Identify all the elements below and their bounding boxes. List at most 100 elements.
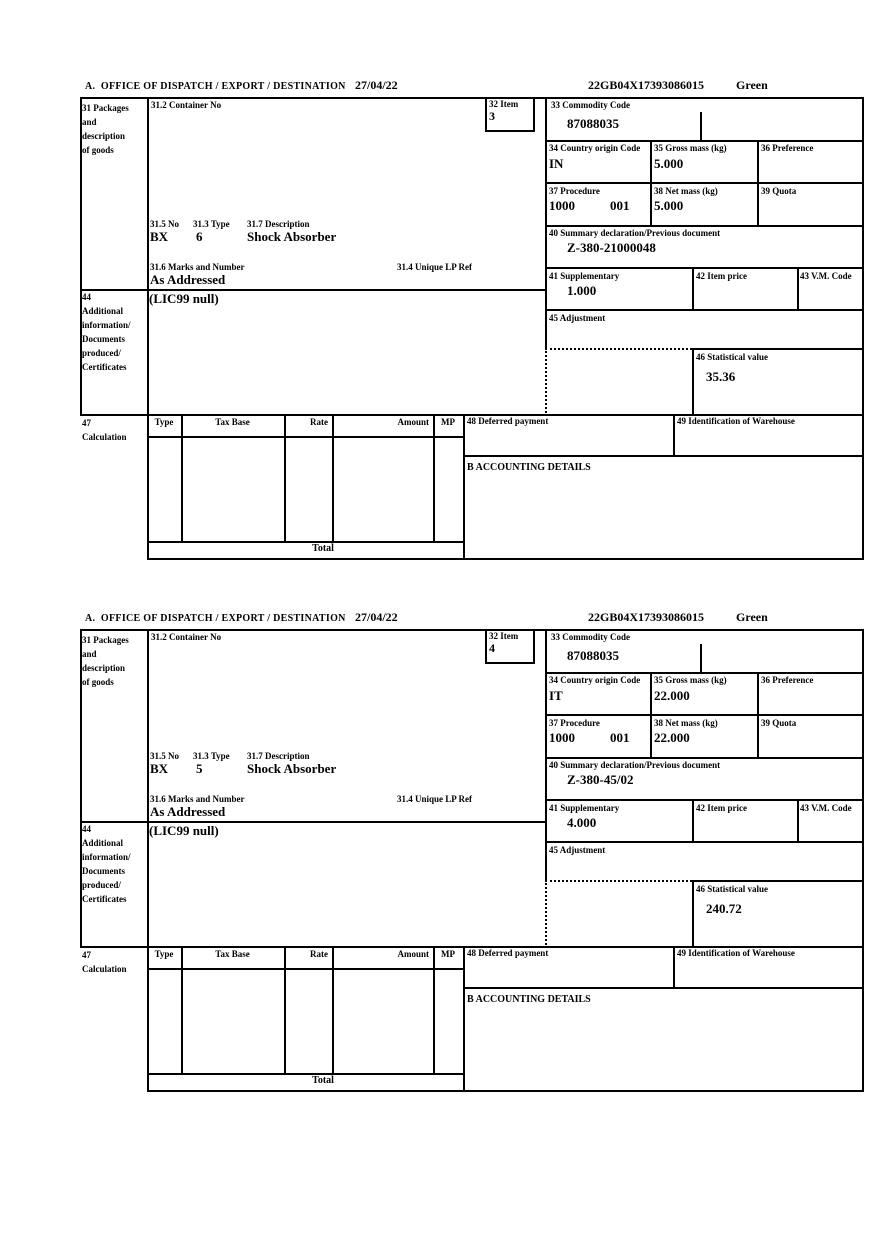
calc-mp-header: MP bbox=[441, 949, 455, 959]
grid-line bbox=[545, 714, 864, 716]
grid-line bbox=[545, 799, 864, 801]
routing-status: Green bbox=[736, 610, 768, 624]
accounting-details-label: B ACCOUNTING DETAILS bbox=[467, 462, 591, 473]
procedure-additional-value: 001 bbox=[610, 730, 630, 745]
grid-line bbox=[545, 97, 547, 350]
total-label: Total bbox=[312, 543, 334, 554]
grid-line bbox=[650, 140, 652, 227]
grid-line bbox=[692, 799, 694, 843]
grid-line bbox=[284, 414, 286, 541]
description-label: 31.7 Description bbox=[247, 219, 310, 229]
calc-tax-base-header: Tax Base bbox=[215, 949, 250, 959]
commodity-code-value: 87088035 bbox=[567, 116, 619, 131]
statistical-value-box-top bbox=[692, 880, 864, 882]
office-of-dispatch-header: A. OFFICE OF DISPATCH / EXPORT / DESTINA… bbox=[85, 613, 346, 624]
grid-line bbox=[463, 946, 465, 1092]
accounting-details-label: B ACCOUNTING DETAILS bbox=[467, 994, 591, 1005]
dotted-divider-horizontal bbox=[545, 348, 692, 350]
packages-no-value: BX bbox=[150, 229, 169, 244]
deferred-payment-label: 48 Deferred payment bbox=[467, 948, 549, 958]
item-number: 4 bbox=[489, 641, 495, 655]
procedure-additional-value: 001 bbox=[610, 198, 630, 213]
packages-no-label: 31.5 No bbox=[150, 219, 179, 229]
grid-line bbox=[757, 140, 759, 227]
grid-line bbox=[147, 97, 149, 560]
marks-value: As Addressed bbox=[150, 272, 226, 287]
supplementary-label: 41 Supplementary bbox=[549, 803, 620, 813]
box31-label: 31 Packages and description of goods bbox=[82, 635, 129, 687]
grid-line bbox=[332, 946, 334, 1073]
total-row-top bbox=[147, 541, 465, 543]
packages-type-value: 6 bbox=[196, 229, 203, 244]
quota-label: 39 Quota bbox=[761, 186, 797, 196]
description-value: Shock Absorber bbox=[247, 229, 337, 244]
preference-label: 36 Preference bbox=[761, 675, 814, 685]
procedure-label: 37 Procedure bbox=[549, 718, 600, 728]
item-label: 32 Item bbox=[489, 631, 519, 641]
unique-lp-ref-label: 31.4 Unique LP Ref bbox=[397, 262, 473, 272]
container-no-label: 31.2 Container No bbox=[151, 632, 222, 642]
grid-line bbox=[545, 182, 864, 184]
box47-label: 47 Calculation bbox=[82, 418, 127, 442]
commodity-code-label: 33 Commodity Code bbox=[551, 100, 630, 110]
grid-line bbox=[545, 672, 864, 674]
grid-line bbox=[545, 629, 547, 882]
grid-line bbox=[673, 946, 675, 989]
previous-document-label: 40 Summary declaration/Previous document bbox=[549, 228, 721, 238]
calc-amount-header: Amount bbox=[397, 417, 429, 427]
packages-no-value: BX bbox=[150, 761, 169, 776]
declaration-date: 27/04/22 bbox=[355, 610, 398, 624]
commodity-code-divider bbox=[700, 644, 702, 674]
previous-document-value: Z-380-21000048 bbox=[567, 240, 656, 255]
procedure-label: 37 Procedure bbox=[549, 186, 600, 196]
item-box-bottom bbox=[485, 130, 535, 132]
warehouse-id-label: 49 Identification of Warehouse bbox=[677, 948, 795, 958]
grid-line bbox=[80, 289, 547, 291]
packages-type-value: 5 bbox=[196, 761, 203, 776]
grid-line bbox=[692, 267, 694, 311]
grid-line bbox=[797, 267, 799, 311]
declaration-item-section: A. OFFICE OF DISPATCH / EXPORT / DESTINA… bbox=[0, 78, 882, 560]
grid-line bbox=[545, 757, 864, 759]
grid-line bbox=[181, 946, 183, 1073]
routing-status: Green bbox=[736, 78, 768, 92]
box31-label: 31 Packages and description of goods bbox=[82, 103, 129, 155]
calc-tax-base-header: Tax Base bbox=[215, 417, 250, 427]
calc-type-header: Type bbox=[154, 417, 174, 427]
calc-header-underline bbox=[147, 968, 465, 970]
procedure-value: 1000 bbox=[549, 198, 575, 213]
net-mass-label: 38 Net mass (kg) bbox=[654, 718, 718, 728]
grid-line bbox=[80, 821, 547, 823]
grid-line bbox=[332, 414, 334, 541]
statistical-value: 240.72 bbox=[706, 901, 742, 916]
preference-label: 36 Preference bbox=[761, 143, 814, 153]
item-price-label: 42 Item price bbox=[696, 271, 747, 281]
grid-line bbox=[650, 672, 652, 759]
vm-code-label: 43 V.M. Code bbox=[800, 271, 852, 281]
office-of-dispatch-header: A. OFFICE OF DISPATCH / EXPORT / DESTINA… bbox=[85, 81, 346, 92]
statistical-value-label: 46 Statistical value bbox=[696, 884, 768, 894]
item-box-bottom bbox=[485, 662, 535, 664]
country-origin-value: IT bbox=[549, 688, 563, 703]
packages-type-label: 31.3 Type bbox=[193, 751, 230, 761]
gross-mass-label: 35 Gross mass (kg) bbox=[654, 675, 727, 685]
warehouse-id-label: 49 Identification of Warehouse bbox=[677, 416, 795, 426]
country-origin-value: IN bbox=[549, 156, 564, 171]
additional-information-value: (LIC99 null) bbox=[149, 823, 219, 838]
commodity-code-label: 33 Commodity Code bbox=[551, 632, 630, 642]
dotted-divider-horizontal bbox=[545, 880, 692, 882]
grid-line bbox=[463, 455, 864, 457]
grid-line bbox=[147, 629, 149, 1092]
statistical-value-box-top bbox=[692, 348, 864, 350]
calc-amount-header: Amount bbox=[397, 949, 429, 959]
commodity-code-value: 87088035 bbox=[567, 648, 619, 663]
country-origin-label: 34 Country origin Code bbox=[549, 143, 641, 153]
grid-line bbox=[545, 267, 864, 269]
grid-line bbox=[545, 225, 864, 227]
country-origin-label: 34 Country origin Code bbox=[549, 675, 641, 685]
calc-type-header: Type bbox=[154, 949, 174, 959]
deferred-payment-label: 48 Deferred payment bbox=[467, 416, 549, 426]
grid-line bbox=[284, 946, 286, 1073]
container-no-label: 31.2 Container No bbox=[151, 100, 222, 110]
grid-line bbox=[80, 946, 864, 948]
